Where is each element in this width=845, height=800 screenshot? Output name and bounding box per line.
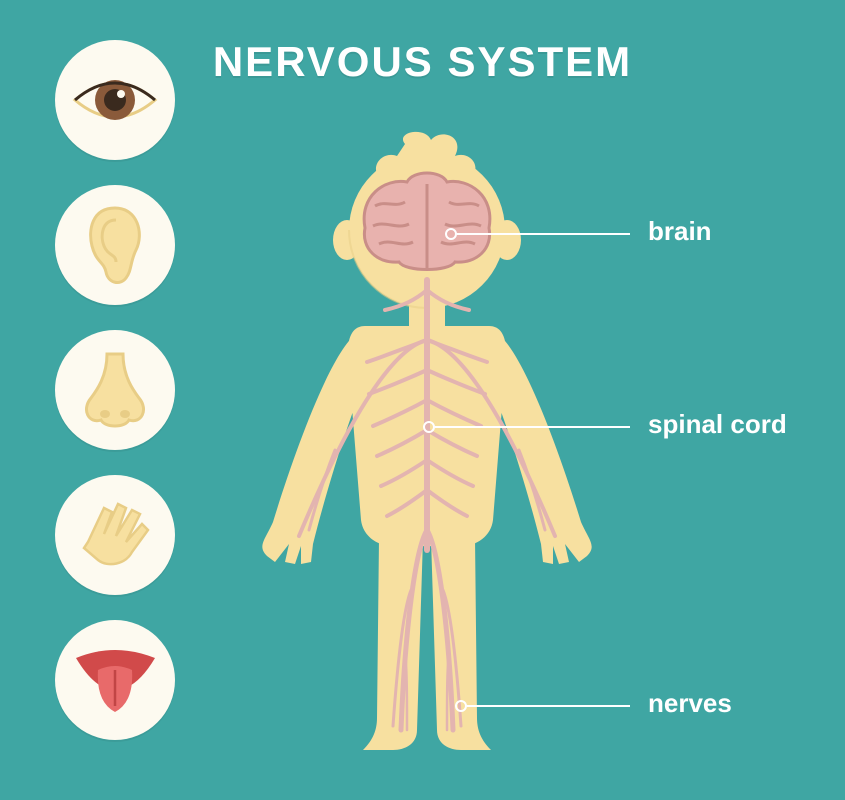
hand-icon: [70, 490, 160, 580]
pointer-line-spinal: [435, 426, 630, 428]
sense-mouth-circle: [55, 620, 175, 740]
brain: [364, 173, 490, 270]
label-spinal: spinal cord: [648, 409, 787, 440]
ear-icon: [80, 200, 150, 290]
label-brain: brain: [648, 216, 712, 247]
eye-icon: [70, 70, 160, 130]
right-arm: [483, 332, 592, 564]
mouth-icon: [68, 640, 163, 720]
pointer-dot-nerves: [455, 700, 467, 712]
pointer-dot-spinal: [423, 421, 435, 433]
nose-icon: [75, 348, 155, 433]
pointer-line-nerves: [467, 705, 630, 707]
label-nerves: nerves: [648, 688, 732, 719]
body-figure: [255, 130, 605, 775]
pointer-dot-brain: [445, 228, 457, 240]
sense-nose-circle: [55, 330, 175, 450]
sense-ear-circle: [55, 185, 175, 305]
sense-eye-circle: [55, 40, 175, 160]
left-ear: [333, 220, 361, 260]
sense-hand-circle: [55, 475, 175, 595]
body-svg: [255, 130, 605, 770]
page-title: NERVOUS SYSTEM: [213, 38, 632, 86]
right-ear: [493, 220, 521, 260]
nervous-system: [299, 280, 555, 730]
left-arm: [262, 332, 371, 564]
pointer-line-brain: [457, 233, 630, 235]
